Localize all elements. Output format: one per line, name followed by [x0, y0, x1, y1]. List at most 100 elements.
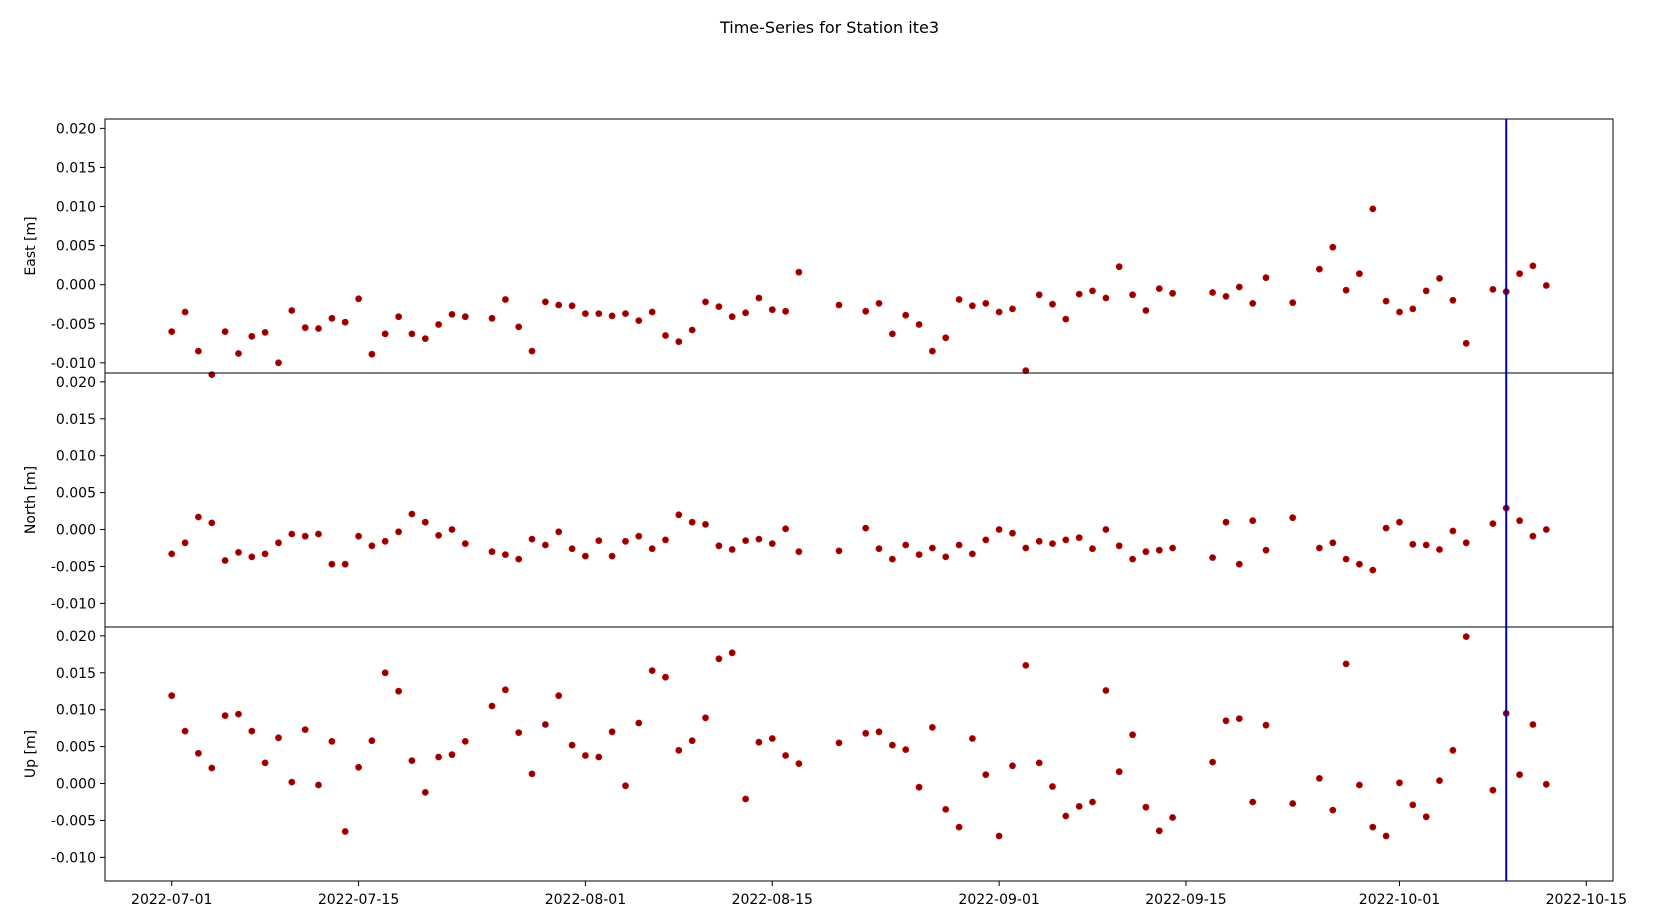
data-point — [301, 532, 309, 540]
data-point — [595, 310, 603, 318]
data-point — [915, 321, 923, 328]
data-point — [702, 298, 709, 306]
data-point — [782, 307, 789, 315]
data-point — [1356, 560, 1363, 568]
data-point — [982, 299, 990, 307]
data-point — [461, 738, 469, 745]
y-tick-label: 0.005 — [56, 239, 96, 255]
data-point — [235, 549, 242, 556]
data-point — [368, 737, 376, 745]
data-point — [1436, 274, 1443, 282]
data-point — [622, 782, 629, 790]
x-tick-label: 2022-09-01 — [958, 892, 1039, 908]
data-point — [1142, 548, 1150, 556]
data-point — [1049, 540, 1056, 547]
data-point — [528, 770, 536, 778]
data-point — [1129, 731, 1136, 739]
data-point — [1489, 520, 1497, 527]
data-point — [1342, 555, 1350, 563]
data-point — [795, 268, 803, 276]
data-point — [328, 738, 336, 745]
data-point — [635, 532, 643, 540]
data-point — [1516, 270, 1523, 278]
data-point — [248, 332, 256, 340]
y-tick-label: 0.005 — [56, 486, 96, 502]
data-point — [1262, 721, 1270, 729]
x-tick-label: 2022-08-15 — [732, 892, 813, 908]
data-point — [955, 823, 963, 831]
data-point — [742, 309, 749, 317]
data-point — [1382, 297, 1390, 305]
data-point — [875, 299, 883, 307]
data-point — [1289, 514, 1297, 522]
y-axis-label: Up [m] — [23, 730, 39, 778]
data-point — [528, 535, 536, 543]
data-point — [768, 540, 776, 547]
data-point — [1529, 262, 1537, 270]
x-tick-label: 2022-08-01 — [545, 892, 626, 908]
data-point — [515, 555, 523, 563]
x-tick-label: 2022-10-01 — [1359, 892, 1440, 908]
data-point — [902, 311, 910, 319]
data-point — [1422, 287, 1430, 295]
y-tick-label: 0.000 — [56, 278, 96, 294]
data-point — [448, 526, 456, 533]
data-point — [315, 530, 322, 538]
data-point — [1235, 560, 1243, 568]
data-point — [969, 735, 976, 742]
y-tick-label: -0.005 — [51, 813, 96, 829]
data-point — [515, 729, 523, 736]
data-point — [1356, 781, 1363, 789]
data-point — [1489, 786, 1497, 794]
data-point — [1222, 518, 1230, 526]
data-point — [595, 753, 603, 761]
data-point — [1249, 517, 1257, 525]
data-point — [795, 548, 803, 556]
data-point — [395, 313, 403, 321]
data-point — [261, 328, 269, 336]
data-point — [942, 334, 950, 342]
data-point — [515, 323, 523, 331]
data-point — [261, 550, 269, 558]
y-tick-label: 0.010 — [56, 449, 96, 465]
data-point — [368, 542, 376, 550]
data-point — [1356, 270, 1363, 278]
data-point — [421, 789, 429, 796]
data-point — [328, 314, 336, 322]
data-point — [1382, 524, 1390, 532]
data-point — [702, 714, 709, 722]
data-point — [1329, 539, 1337, 547]
data-point — [168, 550, 176, 558]
data-point — [542, 298, 549, 306]
data-point — [555, 301, 563, 309]
data-point — [368, 350, 376, 358]
y-tick-label: -0.010 — [51, 596, 96, 612]
data-point — [982, 771, 990, 779]
y-tick-label: 0.010 — [56, 200, 96, 216]
data-point — [622, 310, 629, 318]
data-point — [315, 325, 322, 332]
data-point — [728, 313, 736, 321]
data-point — [248, 727, 256, 735]
y-tick-label: -0.005 — [51, 317, 96, 333]
data-point — [595, 537, 603, 544]
data-point — [662, 536, 669, 544]
data-point — [742, 537, 749, 544]
y-tick-label: 0.015 — [56, 666, 96, 682]
data-point — [1409, 801, 1417, 809]
chart-title: Time-Series for Station ite3 — [719, 18, 939, 37]
data-point — [1422, 813, 1430, 821]
data-point — [408, 757, 416, 764]
data-point — [1022, 367, 1030, 375]
data-point — [702, 521, 709, 528]
data-point — [835, 547, 843, 555]
data-point — [461, 540, 469, 547]
y-tick-label: 0.015 — [56, 412, 96, 428]
data-point — [795, 760, 803, 767]
data-point — [1089, 287, 1096, 295]
data-point — [1249, 299, 1257, 307]
data-point — [1489, 285, 1497, 293]
data-point — [889, 741, 896, 749]
data-point — [1369, 823, 1377, 831]
y-tick-label: 0.020 — [56, 121, 96, 137]
